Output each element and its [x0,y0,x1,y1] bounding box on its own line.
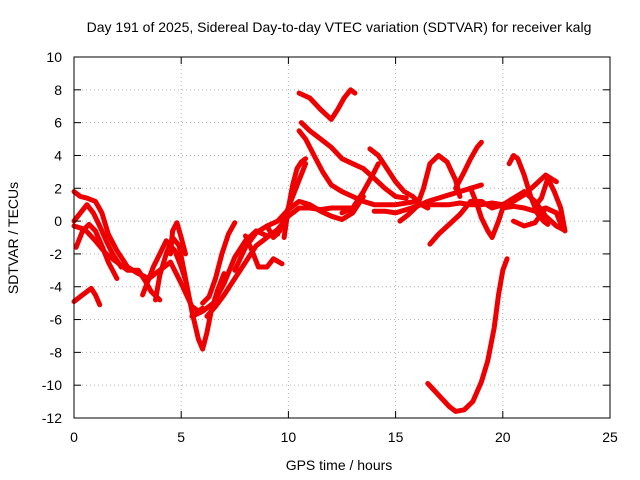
series-track-29 [511,205,566,229]
y-tick-label: -10 [42,377,62,393]
y-tick-label: 4 [54,147,62,163]
chart-title: Day 191 of 2025, Sidereal Day-to-day VTE… [87,19,592,35]
series-layer [71,87,568,414]
series-track-18 [298,120,409,201]
grid [74,57,610,418]
y-tick-label: 10 [46,49,62,65]
series-track-26 [453,139,484,191]
ticks: 0 5 10 15 20 25 -12 -10 -8 -6 -4 -2 0 2 4 6 8 10 [42,49,618,445]
y-tick-label: 2 [54,180,62,196]
series-track-15 [281,156,309,240]
y-tick-label: -6 [50,312,63,328]
x-tick-label: 5 [177,429,185,445]
series-track-10 [200,220,238,306]
series-track-25 [425,256,510,414]
x-axis-label: GPS time / hours [286,457,393,473]
series-track-8 [168,220,188,257]
series-track-21 [371,182,484,216]
series-track-3 [71,285,103,308]
x-tick-label: 20 [495,429,511,445]
x-tick-label: 10 [281,429,297,445]
x-tick-label: 25 [602,429,618,445]
x-tick-label: 15 [388,429,404,445]
y-tick-label: -2 [50,246,63,262]
y-tick-label: 0 [54,213,62,229]
y-tick-label: -8 [50,344,63,360]
series-track-7 [153,235,227,352]
plot-frame [73,56,611,419]
series-track-13 [243,233,285,270]
series-track-30 [532,175,568,234]
series-track-9 [189,228,281,319]
series-track-6 [140,238,188,298]
series-track-11 [204,205,356,319]
x-tick-label: 0 [70,429,78,445]
series-track-19 [339,161,381,216]
y-tick-label: -12 [42,410,62,426]
series-track-22 [397,153,463,224]
y-tick-label: 8 [54,82,62,98]
series-track-23 [425,172,559,208]
series-track-2 [71,202,124,270]
series-track-28 [506,153,551,227]
series-track-12 [232,194,366,273]
series-track-16 [296,128,420,208]
y-axis-label: SDTVAR / TECUs [5,182,21,294]
series-track-17 [296,87,358,122]
y-tick-label: -4 [50,279,63,295]
y-tick-label: 6 [54,115,62,131]
